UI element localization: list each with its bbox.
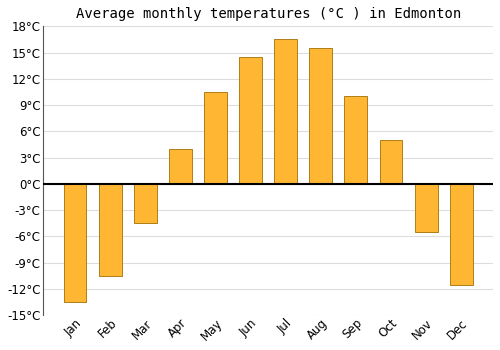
Bar	[169, 149, 192, 184]
Bar	[380, 140, 402, 184]
Bar	[204, 92, 227, 184]
Bar	[99, 184, 122, 276]
Title: Average monthly temperatures (°C ) in Edmonton: Average monthly temperatures (°C ) in Ed…	[76, 7, 461, 21]
Bar	[310, 48, 332, 184]
Bar	[274, 40, 297, 184]
Bar	[344, 96, 368, 184]
Bar	[239, 57, 262, 184]
Bar	[450, 184, 472, 285]
Bar	[134, 184, 156, 223]
Bar	[64, 184, 86, 302]
Bar	[414, 184, 438, 232]
